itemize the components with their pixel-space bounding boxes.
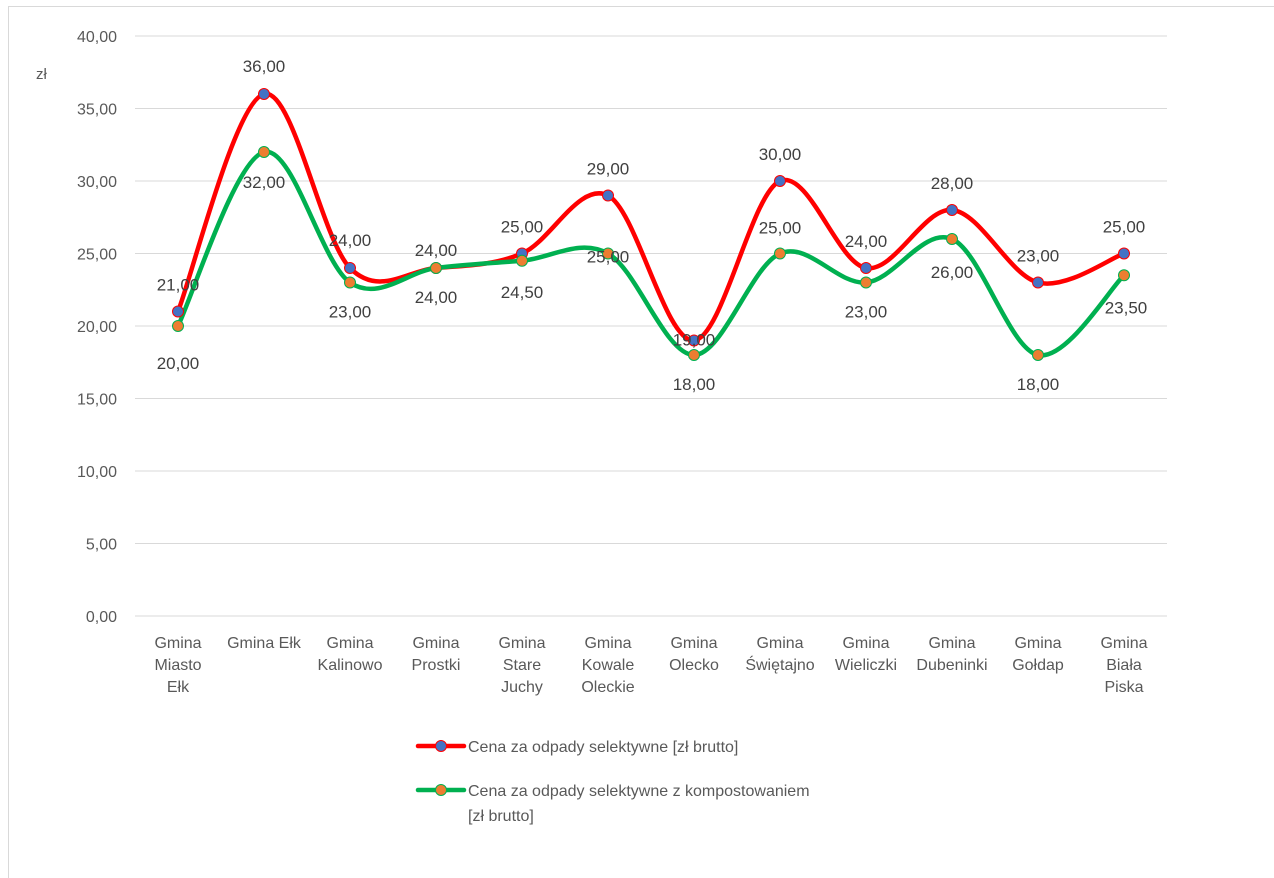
data-label: 24,50 [501,283,544,302]
y-tick-label: 25,00 [77,247,117,264]
y-tick-label: 40,00 [77,29,117,46]
x-category-label: Gmina [756,635,803,652]
data-point-marker [1118,269,1130,282]
x-category-label: Gmina [670,635,717,652]
series-line [175,149,1127,358]
x-category-label: Gmina Ełk [227,635,302,652]
x-category-label: Biała [1106,657,1142,674]
data-label: 18,00 [673,375,716,394]
data-label: 24,00 [845,232,888,251]
x-category-label: Ełk [167,679,190,696]
data-label: 29,00 [587,160,630,179]
x-category-label: Miasto [154,657,201,674]
y-tick-label: 35,00 [77,102,117,119]
data-label: 23,00 [329,303,372,322]
x-category-label: Piska [1104,679,1143,696]
data-point-marker [1032,276,1044,289]
data-point-marker [946,204,958,216]
chart-frame [8,6,1274,878]
data-point-marker [344,276,356,289]
data-label: 25,00 [1103,218,1146,237]
legend-label: Cena za odpady selektywne z kompostowani… [468,783,810,800]
x-category-label: Gmina [584,635,631,652]
data-point-marker [946,233,958,245]
data-point-marker [172,320,184,332]
series-line [175,91,1127,343]
x-category-label: Oleckie [581,679,634,696]
y-tick-label: 15,00 [77,392,117,409]
data-point-marker [688,334,700,347]
x-category-label: Juchy [501,679,543,696]
data-label: 21,00 [157,276,200,295]
x-category-label: Gmina [928,635,975,652]
x-category-label: Wieliczki [835,657,897,674]
data-point-marker [1032,349,1044,361]
x-category-label: Gołdap [1012,657,1064,674]
legend-marker [435,784,447,796]
x-category-label: Stare [503,657,541,674]
data-label: 28,00 [931,174,974,193]
x-category-label: Gmina [154,635,201,652]
x-category-label: Świętajno [745,655,814,674]
x-category-label: Gmina [412,635,459,652]
data-label: 25,00 [587,248,630,267]
data-point-marker [602,247,614,260]
x-category-label: Prostki [412,657,461,674]
data-label: 36,00 [243,57,286,76]
y-tick-label: 20,00 [77,319,117,336]
data-label: 19,00 [673,331,716,350]
x-category-label: Kalinowo [318,657,383,674]
data-label: 18,00 [1017,375,1060,394]
data-label: 23,50 [1105,298,1148,317]
legend-label: [zł brutto] [468,808,534,825]
data-label: 30,00 [759,145,802,164]
x-category-label: Gmina [842,635,889,652]
data-point-marker [1118,247,1130,260]
data-point-marker [774,175,786,187]
data-label: 23,00 [1017,247,1060,266]
data-point-marker [774,247,786,260]
x-category-label: Gmina [326,635,373,652]
y-tick-label: 30,00 [77,174,117,191]
data-point-marker [344,262,356,274]
data-point-marker [688,349,700,361]
data-label: 20,00 [157,354,200,373]
x-category-label: Gmina [1100,635,1147,652]
x-category-label: Gmina [498,635,545,652]
y-tick-label: 10,00 [77,464,117,481]
data-point-marker [172,305,184,318]
data-label: 23,00 [845,303,888,322]
legend-label: Cena za odpady selektywne [zł brutto] [468,739,738,756]
y-tick-label: 5,00 [86,537,117,554]
data-label: 24,00 [415,288,458,307]
x-category-label: Olecko [669,657,719,674]
data-point-marker [258,88,270,100]
y-tick-label: 0,00 [86,609,117,626]
data-label: 25,00 [501,218,544,237]
data-point-marker [516,254,528,267]
data-label: 32,00 [243,173,286,192]
x-category-label: Dubeninki [916,657,987,674]
data-label: 25,00 [759,219,802,238]
data-point-marker [258,146,270,158]
data-point-marker [602,189,614,202]
data-point-marker [860,276,872,289]
y-unit-label: zł [36,66,48,83]
x-category-label: Gmina [1014,635,1061,652]
x-category-label: Kowale [582,657,635,674]
data-point-marker [430,262,442,274]
data-label: 24,00 [415,241,458,260]
legend-marker [435,740,447,752]
data-label: 26,00 [931,263,974,282]
data-label: 24,00 [329,231,372,250]
data-point-marker [860,262,872,274]
